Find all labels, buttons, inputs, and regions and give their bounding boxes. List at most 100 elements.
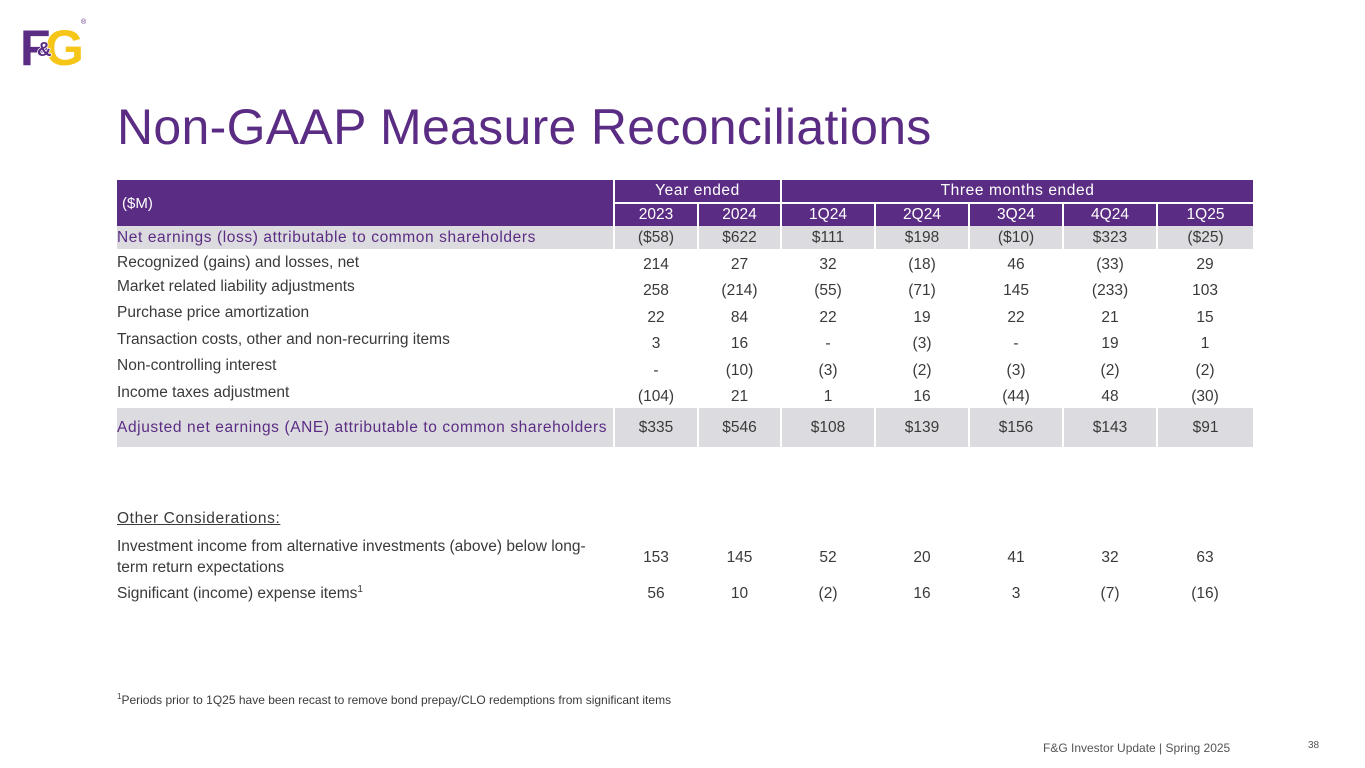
table-row: Significant (income) expense items1 56 1… <box>117 579 1253 608</box>
cell-value: (214) <box>721 282 758 299</box>
cell-value: (104) <box>637 388 675 405</box>
logo-ampersand: & <box>37 39 51 61</box>
cell-value: (233) <box>1091 282 1129 299</box>
cell-value: (16) <box>1191 585 1219 602</box>
page-number: 38 <box>1308 740 1320 751</box>
logo-letter-g: G <box>45 20 84 68</box>
column-header: 3Q24 <box>968 202 1064 226</box>
cell-value: 29 <box>1196 255 1214 273</box>
logo-registered-mark: ® <box>81 18 87 26</box>
footnote: 1Periods prior to 1Q25 have been recast … <box>117 692 672 708</box>
cell-value: 1 <box>1200 335 1210 352</box>
row-label: Significant (income) expense items <box>117 585 358 602</box>
column-header: 4Q24 <box>1062 202 1158 226</box>
cell-value: $143 <box>1062 408 1158 447</box>
table-spacer <box>117 447 1253 499</box>
cell-value: (3) <box>1006 361 1026 379</box>
cell-value: 145 <box>1003 282 1029 299</box>
cell-value: $546 <box>696 408 782 447</box>
row-label: Purchase price amortization <box>117 304 310 321</box>
column-header: 2023 <box>613 202 698 226</box>
footnote-marker: 1 <box>357 583 363 595</box>
cell-value: $198 <box>874 226 970 249</box>
other-considerations-heading: Other Considerations: <box>117 510 281 527</box>
row-label: Market related liability adjustments <box>117 277 355 295</box>
cell-value: (7) <box>1100 585 1120 602</box>
cell-value: ($10) <box>968 226 1064 249</box>
cell-value: 63 <box>1196 549 1214 566</box>
cell-value: - <box>653 361 659 379</box>
cell-value: 46 <box>1007 255 1025 273</box>
row-label: Recognized (gains) and losses, net <box>117 254 360 271</box>
cell-value: 84 <box>730 308 749 326</box>
cell-value: $323 <box>1062 226 1158 249</box>
cell-value: (2) <box>912 361 932 379</box>
cell-value: 16 <box>730 335 749 352</box>
cell-value: (2) <box>818 585 838 602</box>
cell-value: 103 <box>1192 282 1218 299</box>
row-label: Adjusted net earnings (ANE) attributable… <box>117 408 614 447</box>
cell-value: 15 <box>1196 308 1214 326</box>
cell-value: (18) <box>908 255 936 273</box>
cell-value: 41 <box>1007 549 1025 566</box>
cell-value: (71) <box>908 282 936 299</box>
table-row-adjusted-net-earnings: Adjusted net earnings (ANE) attributable… <box>117 408 1254 447</box>
table-row-net-earnings: Net earnings (loss) attributable to comm… <box>117 226 1254 249</box>
header-row-groups: ($M) Year ended Three months ended <box>117 180 1254 226</box>
cell-value: (55) <box>814 282 842 299</box>
table-row: Income taxes adjustment (104) 21 1 16 (4… <box>117 382 1253 409</box>
corner-label: ($M) <box>117 180 614 226</box>
cell-value: 27 <box>730 255 749 273</box>
cell-value: (3) <box>818 361 838 379</box>
row-label-cell: Significant (income) expense items1 <box>117 579 614 608</box>
cell-value: (3) <box>912 335 932 352</box>
reconciliation-table: ($M) Year ended Three months ended 2023 … <box>117 180 1254 608</box>
table-row: Recognized (gains) and losses, net 214 2… <box>117 249 1253 276</box>
group-header-year-ended: Year ended <box>612 180 782 203</box>
footnote-text: Periods prior to 1Q25 have been recast t… <box>121 693 672 707</box>
cell-value: $156 <box>968 408 1064 447</box>
column-header: 1Q25 <box>1156 202 1254 226</box>
cell-value: 214 <box>643 255 669 273</box>
column-header: 2024 <box>696 202 782 226</box>
cell-value: 153 <box>643 549 669 566</box>
cell-value: 22 <box>1007 308 1025 326</box>
cell-value: 56 <box>647 585 665 602</box>
cell-value: 19 <box>913 308 931 326</box>
cell-value: $622 <box>696 226 782 249</box>
footer-text: F&G Investor Update | Spring 2025 <box>1043 741 1231 755</box>
page-title: Non-GAAP Measure Reconciliations <box>117 99 932 155</box>
footnote-marker: 1 <box>117 692 122 701</box>
cell-value: 22 <box>647 308 665 326</box>
table-row: Transaction costs, other and non-recurri… <box>117 329 1253 356</box>
cell-value: 3 <box>651 335 661 352</box>
header-row-columns: 2023 2024 1Q24 2Q24 3Q24 4Q24 1Q25 <box>117 202 1254 226</box>
cell-value: $91 <box>1156 408 1254 447</box>
cell-value: 21 <box>1101 308 1119 326</box>
fg-logo: F G & ® <box>20 18 87 68</box>
cell-value: (2) <box>1195 361 1215 379</box>
table-row: Market related liability adjustments 258… <box>117 276 1253 303</box>
row-label: Income taxes adjustment <box>117 383 290 401</box>
cell-value: - <box>1013 335 1019 352</box>
cell-value: (44) <box>1002 388 1030 405</box>
row-label: Transaction costs, other and non-recurri… <box>117 330 450 348</box>
cell-value: 3 <box>1011 585 1021 602</box>
column-header: 2Q24 <box>874 202 970 226</box>
cell-value: 16 <box>913 388 931 405</box>
cell-value: $111 <box>780 226 876 249</box>
cell-value: 52 <box>819 549 837 566</box>
section-row-other-considerations: Other Considerations: <box>117 499 1253 531</box>
cell-value: 145 <box>726 549 753 566</box>
cell-value: 32 <box>1101 549 1119 566</box>
cell-value: 10 <box>730 585 749 602</box>
cell-value: 16 <box>913 585 931 602</box>
cell-value: $139 <box>874 408 970 447</box>
cell-value: 21 <box>730 388 749 405</box>
cell-value: ($25) <box>1156 226 1254 249</box>
cell-value: 22 <box>819 308 837 326</box>
logo-letter-f: F <box>20 20 51 68</box>
cell-value: 19 <box>1101 335 1119 352</box>
group-header-three-months-ended: Three months ended <box>780 180 1254 203</box>
cell-value: 48 <box>1101 388 1119 405</box>
